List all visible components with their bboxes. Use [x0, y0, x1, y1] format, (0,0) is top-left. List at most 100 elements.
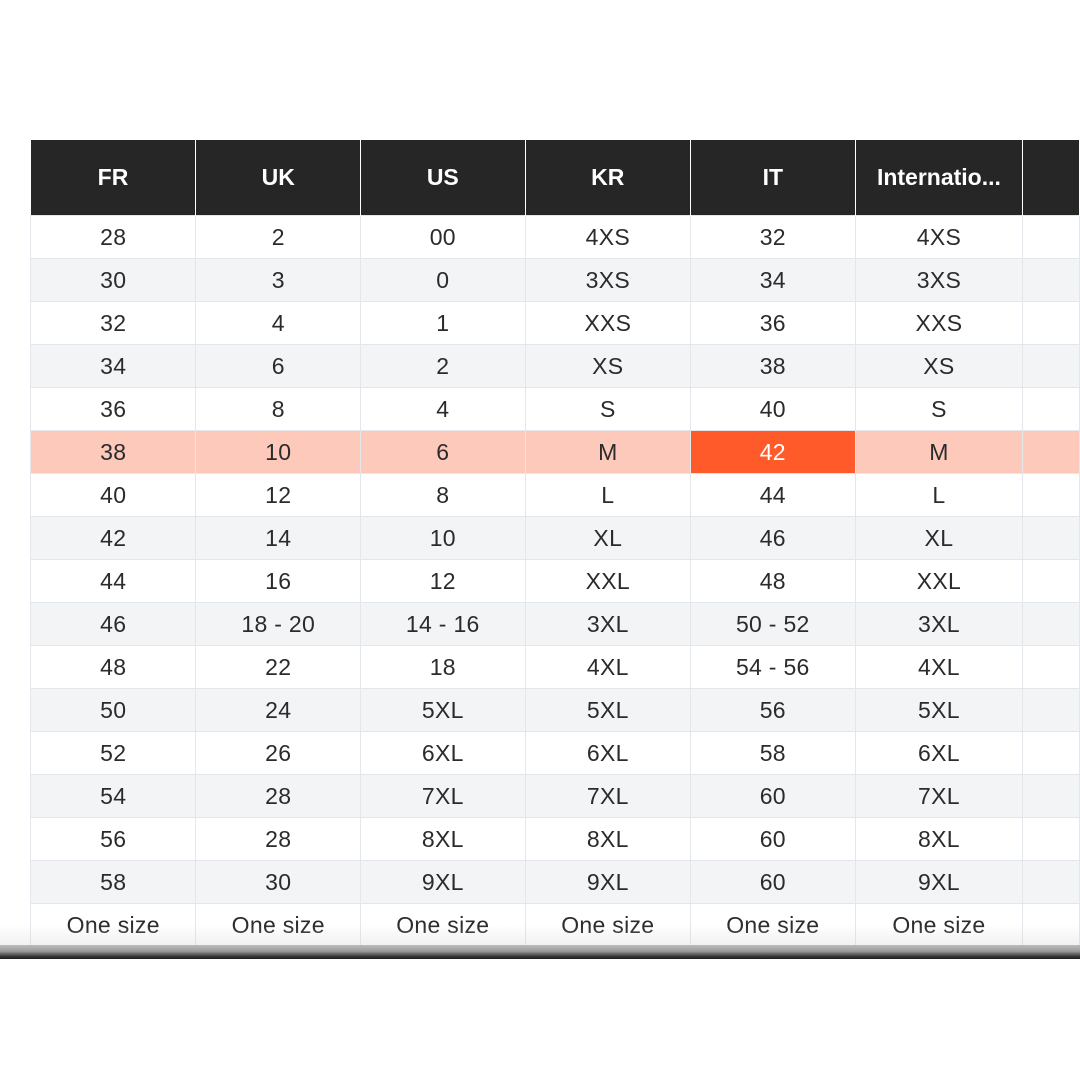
- size-cell[interactable]: 14: [195, 516, 362, 560]
- size-cell[interactable]: M: [524, 430, 692, 474]
- size-cell[interactable]: 60: [690, 817, 856, 861]
- size-cell[interactable]: S: [524, 387, 692, 431]
- size-cell[interactable]: 6XL: [360, 731, 526, 775]
- table-row[interactable]: 46 18 - 20 14 - 16 3XL 50 - 52 3XL: [29, 602, 1080, 646]
- size-cell[interactable]: 22: [195, 645, 362, 689]
- size-cell[interactable]: One size: [854, 903, 1024, 947]
- table-row[interactable]: 36 8 4 S 40 S: [29, 387, 1080, 431]
- size-cell[interactable]: 4XS: [854, 215, 1024, 259]
- size-cell[interactable]: 8XL: [854, 817, 1024, 861]
- size-cell[interactable]: 10: [360, 516, 526, 560]
- size-cell[interactable]: 40: [29, 473, 197, 517]
- column-header-uk[interactable]: UK: [195, 140, 362, 216]
- table-row[interactable]: 48 22 18 4XL 54 - 56 4XL: [29, 645, 1080, 689]
- size-cell[interactable]: One size: [690, 903, 856, 947]
- size-cell[interactable]: 8: [360, 473, 526, 517]
- size-cell[interactable]: 42: [29, 516, 197, 560]
- size-cell[interactable]: 28: [29, 215, 197, 259]
- column-header-fr[interactable]: FR: [30, 140, 197, 216]
- size-cell[interactable]: 5XL: [524, 688, 692, 732]
- size-cell[interactable]: 6XL: [524, 731, 692, 775]
- table-row[interactable]: 42 14 10 XL 46 XL: [29, 516, 1080, 560]
- size-cell[interactable]: 18: [360, 645, 526, 689]
- size-cell[interactable]: 4XL: [854, 645, 1024, 689]
- size-cell[interactable]: 36: [29, 387, 197, 431]
- size-cell[interactable]: 9XL: [854, 860, 1024, 904]
- size-cell[interactable]: L: [854, 473, 1024, 517]
- size-cell[interactable]: 54 - 56: [690, 645, 856, 689]
- size-cell[interactable]: 7XL: [360, 774, 526, 818]
- size-cell[interactable]: 3: [195, 258, 362, 302]
- size-cell[interactable]: 34: [690, 258, 856, 302]
- size-cell[interactable]: 4: [360, 387, 526, 431]
- size-cell[interactable]: 44: [690, 473, 856, 517]
- size-cell[interactable]: 12: [195, 473, 362, 517]
- size-cell[interactable]: 6: [195, 344, 362, 388]
- size-cell[interactable]: 28: [195, 774, 362, 818]
- size-cell[interactable]: XXL: [854, 559, 1024, 603]
- size-cell[interactable]: 36: [690, 301, 856, 345]
- size-cell[interactable]: 00: [360, 215, 526, 259]
- size-cell[interactable]: 9XL: [524, 860, 692, 904]
- table-row[interactable]: 28 2 00 4XS 32 4XS: [29, 215, 1080, 259]
- size-cell[interactable]: 1: [360, 301, 526, 345]
- size-cell[interactable]: 3XL: [524, 602, 692, 646]
- size-cell[interactable]: 50 - 52: [690, 602, 856, 646]
- size-cell[interactable]: 32: [690, 215, 856, 259]
- size-cell[interactable]: XXL: [524, 559, 692, 603]
- size-cell[interactable]: 2: [360, 344, 526, 388]
- size-cell[interactable]: One size: [360, 903, 526, 947]
- table-row[interactable]: 44 16 12 XXL 48 XXL: [29, 559, 1080, 603]
- size-cell[interactable]: 5XL: [360, 688, 526, 732]
- size-cell[interactable]: 50: [29, 688, 197, 732]
- size-cell[interactable]: 8XL: [360, 817, 526, 861]
- size-cell[interactable]: XL: [524, 516, 692, 560]
- table-row[interactable]: 50 24 5XL 5XL 56 5XL: [29, 688, 1080, 732]
- size-cell[interactable]: 3XS: [524, 258, 692, 302]
- size-cell[interactable]: 60: [690, 860, 856, 904]
- size-cell[interactable]: 6XL: [854, 731, 1024, 775]
- table-row-selected[interactable]: 38 10 6 M 42 M: [29, 430, 1080, 474]
- size-cell[interactable]: 8: [195, 387, 362, 431]
- size-cell[interactable]: 26: [195, 731, 362, 775]
- size-cell[interactable]: 46: [29, 602, 197, 646]
- size-cell[interactable]: 58: [690, 731, 856, 775]
- size-cell[interactable]: 12: [360, 559, 526, 603]
- size-cell[interactable]: 9XL: [360, 860, 526, 904]
- size-cell[interactable]: 18 - 20: [195, 602, 362, 646]
- size-cell[interactable]: 0: [360, 258, 526, 302]
- size-cell[interactable]: 52: [29, 731, 197, 775]
- size-cell[interactable]: 34: [29, 344, 197, 388]
- table-row[interactable]: 30 3 0 3XS 34 3XS: [29, 258, 1080, 302]
- size-cell[interactable]: 60: [690, 774, 856, 818]
- size-cell[interactable]: One size: [195, 903, 362, 947]
- size-cell[interactable]: 56: [29, 817, 197, 861]
- size-cell[interactable]: 28: [195, 817, 362, 861]
- size-cell[interactable]: 48: [690, 559, 856, 603]
- size-cell[interactable]: 56: [690, 688, 856, 732]
- size-cell[interactable]: 3XS: [854, 258, 1024, 302]
- table-row[interactable]: 56 28 8XL 8XL 60 8XL: [29, 817, 1080, 861]
- table-row[interactable]: 58 30 9XL 9XL 60 9XL: [29, 860, 1080, 904]
- size-cell[interactable]: 46: [690, 516, 856, 560]
- size-cell[interactable]: 38: [29, 430, 197, 474]
- size-cell[interactable]: 7XL: [854, 774, 1024, 818]
- size-cell[interactable]: 40: [690, 387, 856, 431]
- column-header-international[interactable]: Internatio...: [854, 140, 1024, 216]
- size-cell[interactable]: 10: [195, 430, 362, 474]
- size-cell[interactable]: XXS: [524, 301, 692, 345]
- size-cell[interactable]: 24: [195, 688, 362, 732]
- size-cell[interactable]: One size: [29, 903, 197, 947]
- size-cell[interactable]: 44: [29, 559, 197, 603]
- size-cell[interactable]: 5XL: [854, 688, 1024, 732]
- size-cell[interactable]: 6: [360, 430, 526, 474]
- column-header-kr[interactable]: KR: [524, 140, 692, 216]
- table-row[interactable]: 54 28 7XL 7XL 60 7XL: [29, 774, 1080, 818]
- table-row[interactable]: 34 6 2 XS 38 XS: [29, 344, 1080, 388]
- size-cell[interactable]: XS: [524, 344, 692, 388]
- size-cell[interactable]: 3XL: [854, 602, 1024, 646]
- column-header-us[interactable]: US: [360, 140, 526, 216]
- size-cell[interactable]: 32: [29, 301, 197, 345]
- size-cell[interactable]: S: [854, 387, 1024, 431]
- size-cell[interactable]: 16: [195, 559, 362, 603]
